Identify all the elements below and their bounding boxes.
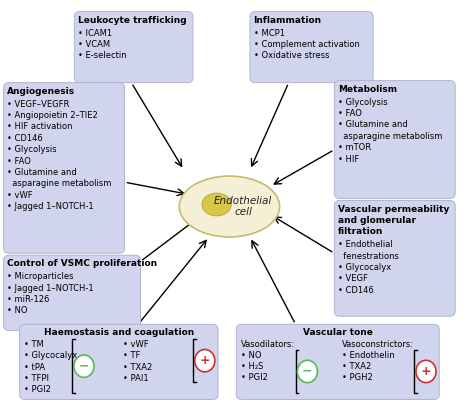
Text: • VCAM: • VCAM [78,40,110,49]
Text: asparagine metabolism: asparagine metabolism [338,132,442,141]
Text: Vasoconstrictors:: Vasoconstrictors: [342,340,414,349]
Ellipse shape [297,360,318,383]
Text: Vasodilators:: Vasodilators: [241,340,295,349]
Text: • VEGF: • VEGF [338,274,368,283]
FancyBboxPatch shape [334,81,455,198]
Text: Metabolism: Metabolism [338,85,397,94]
Text: filtration: filtration [338,227,383,236]
Text: • PAI1: • PAI1 [123,374,149,383]
FancyBboxPatch shape [4,255,140,330]
Text: • Microparticles: • Microparticles [7,272,74,281]
Text: • CD146: • CD146 [7,134,43,143]
Ellipse shape [179,176,280,237]
Text: • Glycolysis: • Glycolysis [7,145,57,154]
Text: • TFPI: • TFPI [24,374,49,383]
Text: • Endothelin: • Endothelin [342,351,395,360]
Text: Vascular permeability: Vascular permeability [338,204,449,213]
Text: and glomerular: and glomerular [338,216,416,225]
Text: asparagine metabolism: asparagine metabolism [7,179,112,188]
Text: • Angiopoietin 2–TIE2: • Angiopoietin 2–TIE2 [7,111,98,120]
Text: • Complement activation: • Complement activation [254,40,359,49]
Text: Haemostasis and coagulation: Haemostasis and coagulation [44,328,194,337]
Text: • Glycocalyx: • Glycocalyx [338,263,391,272]
Text: • tPA: • tPA [24,362,46,371]
Text: Vascular tone: Vascular tone [303,328,373,337]
FancyBboxPatch shape [19,324,218,400]
Text: • TXA2: • TXA2 [342,362,372,371]
Text: • H₂S: • H₂S [241,362,263,371]
Text: • Jagged 1–NOTCH-1: • Jagged 1–NOTCH-1 [7,284,94,293]
Text: • TF: • TF [123,351,141,360]
Text: • VEGF–VEGFR: • VEGF–VEGFR [7,100,70,109]
Text: +: + [200,354,210,367]
FancyBboxPatch shape [250,11,373,83]
Text: • TXA2: • TXA2 [123,362,153,371]
Text: fenestrations: fenestrations [338,252,399,261]
Text: • Endothelial: • Endothelial [338,240,393,249]
FancyBboxPatch shape [74,11,193,83]
FancyBboxPatch shape [334,200,455,316]
Text: • E-selectin: • E-selectin [78,52,127,61]
Text: • PGI2: • PGI2 [241,373,268,382]
Text: • FAO: • FAO [7,157,31,166]
FancyBboxPatch shape [236,324,439,400]
Text: • FAO: • FAO [338,109,362,118]
Text: • Glutamine and: • Glutamine and [338,120,408,129]
Text: −: − [302,365,313,378]
Text: • vWF: • vWF [123,340,149,349]
Text: • Jagged 1–NOTCH-1: • Jagged 1–NOTCH-1 [7,202,94,211]
Text: • miR-126: • miR-126 [7,295,50,304]
Ellipse shape [74,355,94,378]
Ellipse shape [202,193,231,216]
Text: • Glycocalyx: • Glycocalyx [24,351,77,360]
Text: • NO: • NO [7,306,28,315]
Text: • Glutamine and: • Glutamine and [7,168,77,177]
Text: • ICAM1: • ICAM1 [78,29,112,38]
Text: −: − [79,360,89,373]
Text: Angiogenesis: Angiogenesis [7,87,75,96]
Text: • CD146: • CD146 [338,286,374,295]
Text: • TM: • TM [24,340,44,349]
Text: • NO: • NO [241,351,261,360]
Text: • Oxidative stress: • Oxidative stress [254,52,329,61]
Text: • MCP1: • MCP1 [254,29,284,38]
Text: • HIF: • HIF [338,155,359,164]
Ellipse shape [195,350,215,372]
Text: • PGH2: • PGH2 [342,373,373,382]
Ellipse shape [416,360,436,383]
Text: Endothelial
cell: Endothelial cell [214,196,272,217]
Text: Inflammation: Inflammation [254,16,322,25]
FancyBboxPatch shape [4,83,125,253]
Text: Leukocyte trafficking: Leukocyte trafficking [78,16,187,25]
Text: +: + [421,365,431,378]
Text: Control of VSMC proliferation: Control of VSMC proliferation [7,259,157,268]
Text: • Glycolysis: • Glycolysis [338,98,388,107]
Text: • vWF: • vWF [7,191,33,200]
Text: • mTOR: • mTOR [338,143,371,152]
Text: • HIF activation: • HIF activation [7,122,73,131]
Text: • PGI2: • PGI2 [24,385,51,394]
